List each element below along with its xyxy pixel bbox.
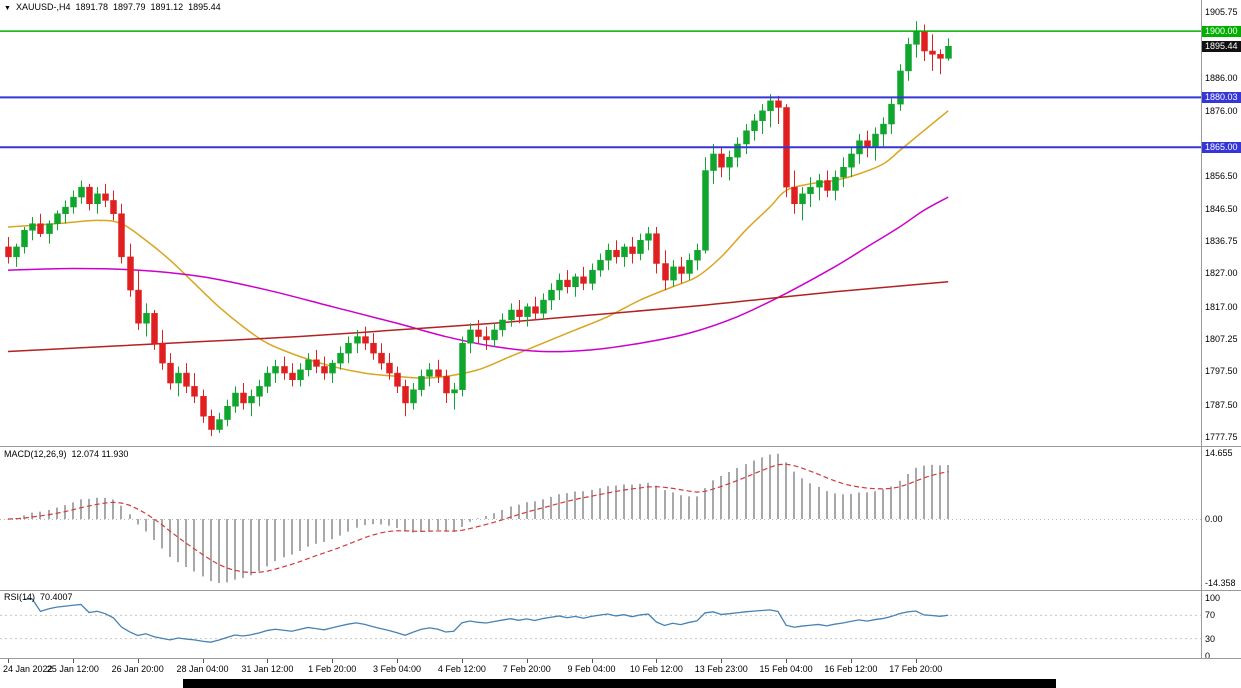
- rsi-value: 70.4007: [40, 592, 73, 602]
- price-axis-label: 1807.25: [1205, 334, 1238, 345]
- rsi-axis-label: 70: [1205, 610, 1216, 621]
- macd-histogram: [7, 453, 949, 583]
- panel-separator: [0, 658, 1241, 659]
- price-level-tag: 1880.03: [1202, 91, 1241, 103]
- macd-panel-canvas[interactable]: [0, 447, 1201, 590]
- date-tick: [138, 659, 139, 663]
- date-tick: [851, 659, 852, 663]
- date-tick: [332, 659, 333, 663]
- main-chart-canvas[interactable]: [0, 0, 1201, 446]
- date-tick: [267, 659, 268, 663]
- date-label: 10 Feb 12:00: [629, 664, 683, 674]
- date-tick: [397, 659, 398, 663]
- date-tick: [527, 659, 528, 663]
- price-axis-label: 1817.00: [1205, 301, 1238, 312]
- price-axis-label: 1777.75: [1205, 432, 1238, 442]
- date-label: 17 Feb 20:00: [889, 664, 943, 674]
- date-label: 16 Feb 12:00: [824, 664, 878, 674]
- one-click-trading-expander-icon[interactable]: ▼: [4, 5, 11, 12]
- date-tick: [73, 659, 74, 663]
- date-label: 9 Feb 04:00: [567, 664, 616, 674]
- date-tick: [592, 659, 593, 663]
- date-label: 1 Feb 20:00: [308, 664, 357, 674]
- date-label: 4 Feb 12:00: [437, 664, 486, 674]
- panel-separator[interactable]: [0, 590, 1241, 591]
- macd-signal-line: [7, 463, 949, 574]
- panel-separator[interactable]: [0, 446, 1241, 447]
- macd-axis-label: 0.00: [1205, 514, 1223, 524]
- date-label: 13 Feb 23:00: [694, 664, 748, 674]
- high-value: 1897.79: [113, 2, 146, 12]
- price-axis-label: 1905.75: [1205, 7, 1238, 17]
- date-label: 24 Jan 2022: [3, 664, 53, 674]
- price-axis-label: 1836.75: [1205, 236, 1238, 247]
- date-label: 7 Feb 20:00: [502, 664, 551, 674]
- price-axis-label: 1787.50: [1205, 399, 1238, 410]
- rsi-axis-label: 0: [1205, 651, 1211, 661]
- bottom-black-bar: [183, 679, 1056, 688]
- price-level-tag: 1900.00: [1202, 25, 1241, 37]
- price-axis-label: 1827.00: [1205, 268, 1238, 279]
- price-axis[interactable]: 1905.75 1886.00 1876.00 1856.50 1846.50 1836.…: [1201, 0, 1241, 661]
- rsi-axis-label: 30: [1205, 633, 1216, 644]
- ma-mid-magenta-line: [7, 196, 949, 353]
- date-label: 31 Jan 12:00: [241, 664, 294, 674]
- ma-slow-darkred-line: [7, 281, 949, 353]
- date-label: 26 Jan 20:00: [111, 664, 164, 674]
- symbol-timeframe-label: XAUUSD-,H4: [15, 2, 71, 12]
- rsi-panel-canvas[interactable]: [0, 591, 1201, 658]
- price-axis-label: 1886.00: [1205, 72, 1238, 83]
- date-tick: [8, 659, 9, 663]
- date-tick: [656, 659, 657, 663]
- rsi-name: RSI(14): [4, 592, 36, 602]
- candles-group: [5, 21, 952, 437]
- date-tick: [462, 659, 463, 663]
- date-label: 28 Jan 04:00: [176, 664, 229, 674]
- rsi-axis-label: 100: [1205, 593, 1221, 603]
- open-value: 1891.78: [75, 2, 108, 12]
- price-level-tag: 1865.00: [1202, 141, 1241, 153]
- date-tick: [916, 659, 917, 663]
- rsi-indicator-label: RSI(14) 70.4007: [4, 592, 78, 603]
- macd-axis-label: -14.358: [1205, 578, 1236, 588]
- price-axis-label: 1846.50: [1205, 203, 1238, 214]
- macd-indicator-label: MACD(12,26,9) 12.074 11.930: [4, 449, 133, 460]
- low-value: 1891.12: [150, 2, 184, 12]
- date-label: 15 Feb 04:00: [759, 664, 813, 674]
- current-price-tag: 1895.44: [1202, 40, 1241, 52]
- rsi-line: [24, 598, 949, 643]
- date-tick: [786, 659, 787, 663]
- macd-axis-label: 14.655: [1205, 448, 1233, 458]
- price-axis-label: 1797.50: [1205, 366, 1238, 377]
- macd-name: MACD(12,26,9): [4, 449, 67, 459]
- date-tick: [203, 659, 204, 663]
- close-value: 1895.44: [188, 2, 221, 12]
- price-axis-label: 1856.50: [1205, 170, 1238, 181]
- date-label: 3 Feb 04:00: [373, 664, 422, 674]
- price-axis-label: 1876.00: [1205, 105, 1238, 116]
- ohlc-info: ▼ XAUUSD-,H4 1891.78 1897.79 1891.12 1895.44: [4, 2, 226, 14]
- date-tick: [721, 659, 722, 663]
- date-label: 25 Jan 12:00: [46, 664, 99, 674]
- macd-values: 12.074 11.930: [71, 449, 129, 459]
